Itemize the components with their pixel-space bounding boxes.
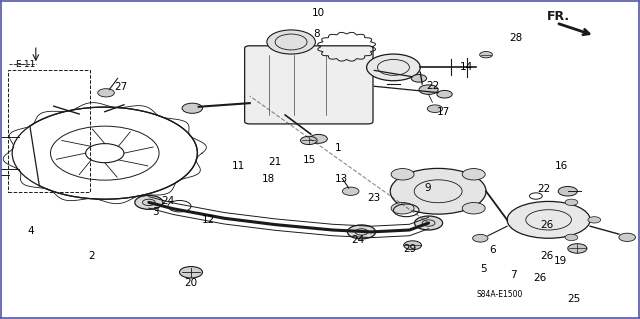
Circle shape — [437, 90, 452, 98]
Circle shape — [391, 168, 414, 180]
Circle shape — [391, 203, 414, 214]
Circle shape — [367, 54, 420, 81]
Circle shape — [348, 225, 376, 239]
Circle shape — [619, 233, 636, 241]
Text: 6: 6 — [489, 245, 496, 255]
Circle shape — [428, 105, 443, 113]
Text: 16: 16 — [555, 161, 568, 171]
Text: 11: 11 — [232, 161, 246, 171]
Text: 1: 1 — [335, 143, 341, 153]
Ellipse shape — [390, 168, 486, 214]
Text: 15: 15 — [303, 155, 316, 165]
Text: 7: 7 — [510, 271, 517, 280]
Text: 29: 29 — [403, 244, 417, 254]
Text: 12: 12 — [202, 215, 216, 225]
Circle shape — [301, 136, 317, 145]
Circle shape — [404, 241, 422, 250]
Circle shape — [310, 134, 327, 143]
Circle shape — [565, 234, 578, 241]
Circle shape — [182, 103, 202, 113]
FancyBboxPatch shape — [244, 46, 373, 124]
Text: 24: 24 — [352, 234, 365, 245]
Text: 26: 26 — [540, 251, 554, 261]
Text: 2: 2 — [89, 251, 95, 261]
Text: 24: 24 — [161, 197, 175, 206]
Circle shape — [568, 244, 587, 253]
Circle shape — [267, 30, 316, 54]
Circle shape — [462, 203, 485, 214]
Circle shape — [588, 217, 601, 223]
Text: 26: 26 — [540, 219, 554, 230]
Circle shape — [135, 196, 163, 209]
Text: 13: 13 — [335, 174, 348, 184]
Text: 25: 25 — [567, 293, 580, 304]
Text: 26: 26 — [533, 273, 547, 283]
Text: 3: 3 — [152, 207, 159, 217]
Text: 20: 20 — [184, 278, 198, 288]
Text: 22: 22 — [426, 81, 439, 92]
Circle shape — [565, 199, 578, 205]
Circle shape — [462, 168, 485, 180]
Circle shape — [342, 187, 359, 196]
Text: 19: 19 — [554, 256, 567, 266]
Text: 28: 28 — [509, 33, 523, 43]
Ellipse shape — [507, 201, 590, 238]
Circle shape — [479, 51, 492, 58]
Text: 10: 10 — [312, 8, 325, 19]
Text: 27: 27 — [114, 82, 127, 92]
Circle shape — [558, 187, 577, 196]
Text: E-11: E-11 — [15, 60, 35, 69]
Text: FR.: FR. — [547, 10, 570, 23]
Text: S84A-E1500: S84A-E1500 — [477, 290, 524, 299]
Circle shape — [98, 89, 115, 97]
Text: 9: 9 — [424, 183, 431, 193]
Text: 14: 14 — [460, 63, 474, 72]
Circle shape — [415, 216, 443, 230]
Text: 18: 18 — [262, 174, 276, 183]
Circle shape — [179, 267, 202, 278]
Text: 21: 21 — [269, 157, 282, 167]
Text: 4: 4 — [28, 226, 34, 236]
Text: 23: 23 — [367, 193, 380, 203]
Circle shape — [419, 85, 438, 94]
Text: 22: 22 — [538, 184, 551, 194]
Circle shape — [412, 75, 427, 82]
Text: 8: 8 — [314, 29, 320, 39]
Text: 17: 17 — [436, 107, 450, 117]
Text: 5: 5 — [480, 264, 487, 274]
Circle shape — [472, 234, 488, 242]
